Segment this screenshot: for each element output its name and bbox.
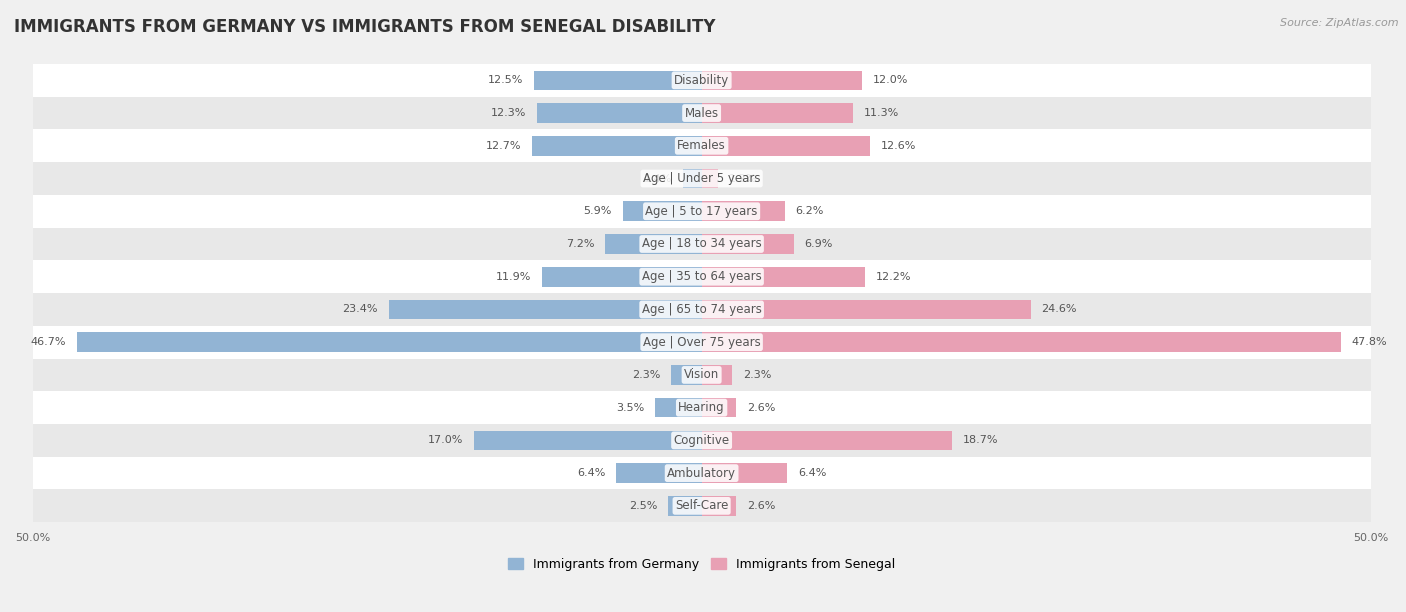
Bar — [32, 457, 1371, 490]
Text: 5.9%: 5.9% — [583, 206, 612, 216]
Bar — [702, 496, 737, 516]
Text: 23.4%: 23.4% — [342, 304, 378, 315]
Bar — [32, 129, 1371, 162]
Bar — [702, 267, 865, 286]
Bar — [77, 332, 702, 352]
Text: Cognitive: Cognitive — [673, 434, 730, 447]
Bar — [32, 359, 1371, 391]
Text: Age | 35 to 64 years: Age | 35 to 64 years — [641, 271, 762, 283]
Bar — [702, 300, 1031, 319]
Text: 2.6%: 2.6% — [747, 403, 776, 412]
Bar — [537, 103, 702, 123]
Text: 3.5%: 3.5% — [616, 403, 644, 412]
Bar — [702, 234, 794, 254]
Text: 6.2%: 6.2% — [796, 206, 824, 216]
Text: 11.9%: 11.9% — [496, 272, 531, 282]
Bar — [32, 162, 1371, 195]
Text: Vision: Vision — [683, 368, 720, 381]
Bar — [702, 332, 1341, 352]
Text: 2.3%: 2.3% — [744, 370, 772, 380]
Bar — [702, 201, 785, 221]
Text: Males: Males — [685, 106, 718, 119]
Text: Ambulatory: Ambulatory — [666, 466, 737, 480]
Text: 12.7%: 12.7% — [485, 141, 522, 151]
Text: 12.2%: 12.2% — [876, 272, 911, 282]
Bar — [32, 293, 1371, 326]
Bar — [702, 136, 870, 155]
Bar — [32, 260, 1371, 293]
Bar — [32, 326, 1371, 359]
Bar — [32, 97, 1371, 129]
Legend: Immigrants from Germany, Immigrants from Senegal: Immigrants from Germany, Immigrants from… — [508, 558, 896, 571]
Bar — [534, 70, 702, 90]
Bar — [32, 424, 1371, 457]
Bar — [655, 398, 702, 417]
Bar — [531, 136, 702, 155]
Bar — [32, 228, 1371, 260]
Text: 6.4%: 6.4% — [576, 468, 606, 478]
Text: Age | Over 75 years: Age | Over 75 years — [643, 336, 761, 349]
Text: 12.6%: 12.6% — [882, 141, 917, 151]
Text: 11.3%: 11.3% — [863, 108, 898, 118]
Text: 2.6%: 2.6% — [747, 501, 776, 511]
Text: 1.4%: 1.4% — [644, 174, 672, 184]
Text: Source: ZipAtlas.com: Source: ZipAtlas.com — [1281, 18, 1399, 28]
Bar — [32, 64, 1371, 97]
Bar — [702, 169, 717, 188]
Text: Age | 5 to 17 years: Age | 5 to 17 years — [645, 205, 758, 218]
Bar — [702, 70, 862, 90]
Text: Age | 18 to 34 years: Age | 18 to 34 years — [641, 237, 762, 250]
Text: 12.5%: 12.5% — [488, 75, 523, 85]
Bar — [702, 398, 737, 417]
Text: Self-Care: Self-Care — [675, 499, 728, 512]
Text: Hearing: Hearing — [678, 401, 725, 414]
Text: 12.0%: 12.0% — [873, 75, 908, 85]
Text: Age | 65 to 74 years: Age | 65 to 74 years — [641, 303, 762, 316]
Bar — [32, 391, 1371, 424]
Text: 18.7%: 18.7% — [963, 435, 998, 446]
Bar — [683, 169, 702, 188]
Text: 2.3%: 2.3% — [631, 370, 661, 380]
Text: Age | Under 5 years: Age | Under 5 years — [643, 172, 761, 185]
Bar — [606, 234, 702, 254]
Bar — [702, 431, 952, 450]
Bar — [623, 201, 702, 221]
Text: Females: Females — [678, 140, 725, 152]
Bar — [671, 365, 702, 385]
Text: 17.0%: 17.0% — [427, 435, 464, 446]
Text: 46.7%: 46.7% — [31, 337, 66, 347]
Text: 12.3%: 12.3% — [491, 108, 526, 118]
Text: Disability: Disability — [673, 74, 730, 87]
Bar — [543, 267, 702, 286]
Bar — [32, 195, 1371, 228]
Bar — [702, 463, 787, 483]
Bar — [702, 365, 733, 385]
Text: IMMIGRANTS FROM GERMANY VS IMMIGRANTS FROM SENEGAL DISABILITY: IMMIGRANTS FROM GERMANY VS IMMIGRANTS FR… — [14, 18, 716, 36]
Bar — [388, 300, 702, 319]
Text: 6.4%: 6.4% — [799, 468, 827, 478]
Text: 1.2%: 1.2% — [728, 174, 756, 184]
Text: 24.6%: 24.6% — [1042, 304, 1077, 315]
Bar — [474, 431, 702, 450]
Bar — [32, 490, 1371, 522]
Bar — [616, 463, 702, 483]
Bar — [668, 496, 702, 516]
Text: 7.2%: 7.2% — [567, 239, 595, 249]
Text: 6.9%: 6.9% — [804, 239, 832, 249]
Text: 2.5%: 2.5% — [628, 501, 658, 511]
Bar — [702, 103, 853, 123]
Text: 47.8%: 47.8% — [1353, 337, 1388, 347]
